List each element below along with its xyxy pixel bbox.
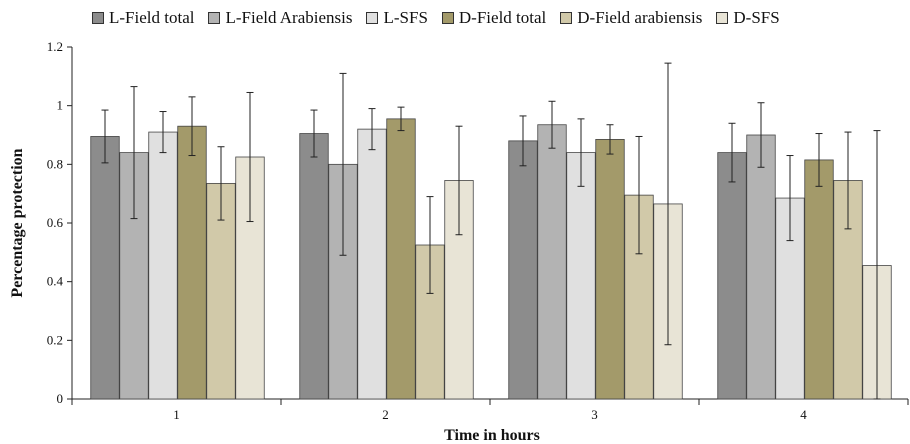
y-axis-title: Percentage protection (9, 148, 26, 297)
bar (357, 128, 387, 400)
bar (148, 131, 178, 400)
legend-label: L-Field total (109, 8, 195, 27)
bar (508, 140, 538, 400)
bar (717, 152, 747, 400)
bar (746, 134, 776, 400)
legend-item: D-Field total (441, 8, 547, 28)
bar (537, 124, 567, 400)
y-tick-label: 0.4 (47, 274, 64, 289)
legend-swatch (560, 12, 573, 24)
y-tick-label: 0.8 (47, 156, 63, 171)
legend-swatch (441, 12, 454, 24)
x-tick-label: 3 (591, 407, 598, 422)
y-tick-label: 1 (57, 98, 64, 113)
y-tick-label: 1.2 (47, 39, 63, 54)
legend-label: D-Field total (458, 8, 547, 27)
legend-swatch (366, 12, 379, 24)
bar (566, 152, 596, 400)
legend-label: D-Field arabiensis (577, 8, 703, 27)
y-tick-label: 0.2 (47, 332, 63, 347)
legend-item: L-SFS (366, 8, 428, 28)
legend-item: D-SFS (716, 8, 780, 28)
y-tick-label: 0 (57, 391, 64, 406)
y-tick-label: 0.6 (47, 215, 64, 230)
x-tick-label: 4 (800, 407, 807, 422)
legend-swatch (208, 12, 221, 24)
x-tick-label: 2 (382, 407, 389, 422)
bar (804, 159, 834, 400)
x-axis-title: Time in hours (444, 427, 540, 444)
bar (595, 138, 625, 400)
legend-item: D-Field arabiensis (560, 8, 702, 28)
x-tick-label: 1 (173, 407, 180, 422)
bar (299, 133, 329, 400)
legend-swatch (92, 12, 104, 24)
bar (386, 118, 416, 400)
bar (90, 136, 120, 400)
legend-label: L-SFS (383, 8, 428, 27)
bar (177, 125, 207, 400)
legend-item: L-Field total (92, 8, 194, 28)
legend-label: L-Field Arabiensis (225, 8, 353, 27)
legend-item: L-Field Arabiensis (208, 8, 352, 28)
legend-swatch (716, 12, 729, 24)
legend-label: D-SFS (733, 8, 780, 27)
legend: L-Field total L-Field Arabiensis L-SFS D-Fi… (92, 8, 794, 28)
